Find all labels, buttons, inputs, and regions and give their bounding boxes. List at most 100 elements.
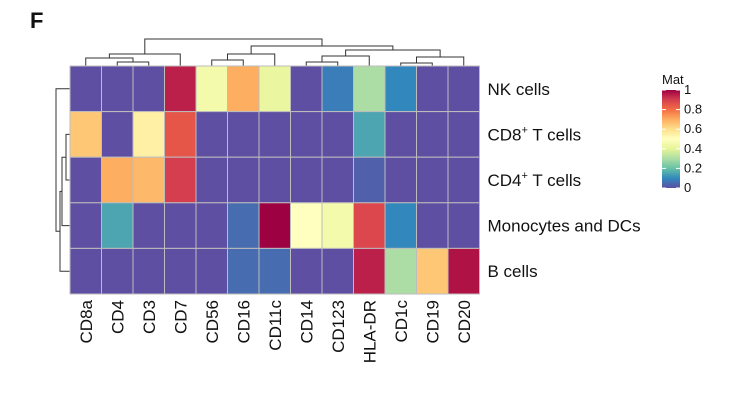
heatmap-cell bbox=[195, 111, 228, 158]
column-dendrogram bbox=[85, 38, 465, 66]
row-label: NK cells bbox=[488, 80, 550, 99]
heatmap-cell bbox=[258, 156, 291, 204]
legend-tick-label: 0.2 bbox=[684, 160, 702, 175]
heatmap-cell bbox=[447, 247, 480, 295]
column-label: CD1c bbox=[392, 300, 411, 343]
heatmap-cell bbox=[227, 65, 260, 113]
heatmap-cell bbox=[132, 65, 165, 113]
heatmap-cell bbox=[353, 65, 386, 113]
heatmap-cell bbox=[195, 156, 228, 204]
column-label: CD14 bbox=[297, 300, 316, 343]
heatmap-cell bbox=[164, 156, 197, 204]
legend-tick-label: 1 bbox=[684, 82, 691, 97]
heatmap-cell bbox=[416, 111, 449, 158]
dendrogram-branch bbox=[416, 56, 465, 66]
legend-tick-label: 0.6 bbox=[684, 121, 702, 136]
row-dendrogram bbox=[55, 88, 70, 272]
dendrogram-branch bbox=[321, 55, 370, 66]
heatmap-cell bbox=[384, 111, 417, 158]
column-label: CD20 bbox=[455, 300, 474, 343]
heatmap-cell bbox=[416, 202, 449, 249]
heatmap-cell bbox=[164, 202, 197, 249]
legend-tick-label: 0 bbox=[684, 180, 691, 195]
heatmap-cell bbox=[290, 65, 323, 113]
column-label: CD123 bbox=[329, 300, 348, 353]
heatmap-cell bbox=[69, 247, 102, 295]
row-label: CD4+ T cells bbox=[488, 170, 582, 190]
heatmap-cell bbox=[321, 202, 354, 249]
dendrogram-branch bbox=[211, 59, 244, 66]
heatmap-cell bbox=[132, 111, 165, 158]
heatmap-cell bbox=[321, 111, 354, 158]
column-label: CD3 bbox=[140, 300, 159, 334]
dendrogram-branch bbox=[55, 88, 70, 232]
heatmap-cell bbox=[353, 111, 386, 158]
heatmap-cells bbox=[69, 65, 480, 295]
heatmap-cell bbox=[353, 156, 386, 204]
heatmap-cell bbox=[353, 247, 386, 295]
dendrogram-branch bbox=[116, 61, 150, 66]
heatmap-cell bbox=[101, 111, 134, 158]
heatmap-cell bbox=[384, 202, 417, 249]
heatmap-cell bbox=[195, 65, 228, 113]
heatmap-cell bbox=[101, 247, 134, 295]
heatmap-cell bbox=[101, 65, 134, 113]
column-label: CD16 bbox=[234, 300, 253, 343]
column-label: CD7 bbox=[171, 300, 190, 334]
column-label: CD11c bbox=[266, 300, 285, 351]
heatmap-cell bbox=[447, 156, 480, 204]
dendrogram-branch bbox=[144, 38, 323, 54]
heatmap-cell bbox=[132, 247, 165, 295]
heatmap-cell bbox=[258, 247, 291, 295]
column-label: CD4 bbox=[108, 300, 127, 334]
heatmap-cell bbox=[447, 65, 480, 113]
column-label: CD8a bbox=[77, 299, 96, 343]
legend-tick-label: 0.4 bbox=[684, 141, 702, 156]
heatmap-cell bbox=[384, 156, 417, 204]
heatmap-cell bbox=[258, 65, 291, 113]
heatmap-cell bbox=[132, 202, 165, 249]
heatmap-cell bbox=[290, 202, 323, 249]
heatmap-cell bbox=[164, 111, 197, 158]
heatmap-cell bbox=[258, 111, 291, 158]
heatmap-cell bbox=[353, 202, 386, 249]
heatmap-cell bbox=[384, 247, 417, 295]
heatmap-cell bbox=[290, 247, 323, 295]
heatmap-cell bbox=[384, 65, 417, 113]
heatmap-cell bbox=[132, 156, 165, 204]
heatmap-cell bbox=[164, 247, 197, 295]
heatmap-cell bbox=[69, 156, 102, 204]
heatmap-cell bbox=[290, 156, 323, 204]
heatmap-cell bbox=[195, 202, 228, 249]
dendrogram-branch bbox=[305, 61, 339, 66]
legend-tick-label: 0.8 bbox=[684, 102, 702, 117]
dendrogram-branch bbox=[108, 53, 181, 66]
legend-title: Mat bbox=[662, 72, 684, 87]
heatmap-cell bbox=[195, 247, 228, 295]
row-labels: NK cells CD8+ T cells CD4+ T cells Monocyte… bbox=[488, 80, 641, 281]
heatmap-cell bbox=[447, 111, 480, 158]
heatmap-cell bbox=[416, 156, 449, 204]
dendrogram-branch bbox=[65, 133, 70, 181]
heatmap-cell bbox=[69, 202, 102, 249]
heatmap-cell bbox=[416, 247, 449, 295]
column-labels: CD8a CD4 CD3 CD7 CD56 CD16 CD11c CD14 CD123 HLA-D… bbox=[77, 299, 474, 363]
heatmap-cell bbox=[227, 156, 260, 204]
heatmap-cell bbox=[101, 202, 134, 249]
heatmap-cell bbox=[416, 65, 449, 113]
panel-letter: F bbox=[30, 8, 44, 33]
row-label: B cells bbox=[488, 262, 538, 281]
heatmap-cell bbox=[227, 247, 260, 295]
heatmap-cell bbox=[258, 202, 291, 249]
heatmap-cell bbox=[69, 111, 102, 158]
row-label: CD8+ T cells bbox=[488, 124, 582, 144]
heatmap-cell bbox=[227, 111, 260, 158]
heatmap-cell bbox=[164, 65, 197, 113]
legend-colorbar bbox=[662, 90, 680, 188]
heatmap-cell bbox=[321, 65, 354, 113]
heatmap-cell bbox=[101, 156, 134, 204]
heatmap-cell bbox=[290, 111, 323, 158]
row-label: Monocytes and DCs bbox=[488, 217, 641, 236]
